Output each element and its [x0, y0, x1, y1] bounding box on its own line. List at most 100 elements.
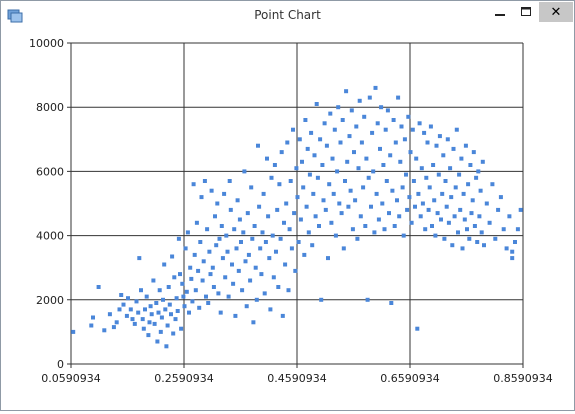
- data-point: [310, 243, 315, 248]
- data-point: [460, 246, 465, 251]
- data-point: [311, 191, 316, 196]
- minimize-button[interactable]: [487, 2, 513, 22]
- data-point: [178, 272, 182, 277]
- data-point: [426, 207, 431, 212]
- data-point: [518, 207, 523, 212]
- y-tick-label: 10000: [29, 37, 64, 50]
- data-point: [272, 163, 277, 167]
- data-point: [468, 163, 473, 167]
- data-point: [188, 265, 193, 270]
- data-point: [399, 124, 404, 129]
- data-point: [176, 236, 181, 241]
- data-point: [295, 195, 300, 200]
- data-point: [209, 188, 214, 193]
- data-point: [262, 291, 267, 296]
- title-bar[interactable]: Point Chart ✕: [1, 1, 574, 31]
- data-point: [181, 294, 186, 299]
- data-point: [189, 276, 194, 281]
- data-point: [218, 310, 223, 315]
- data-point: [445, 137, 450, 142]
- data-point: [164, 344, 169, 349]
- data-point: [498, 195, 503, 200]
- data-point: [306, 230, 311, 235]
- data-point: [137, 256, 142, 261]
- data-point: [477, 214, 482, 219]
- data-point: [162, 262, 167, 267]
- data-point: [288, 179, 293, 183]
- data-point: [352, 150, 356, 155]
- data-point: [207, 249, 212, 254]
- data-point: [335, 169, 340, 174]
- close-button[interactable]: ✕: [539, 2, 573, 22]
- data-point: [300, 159, 304, 164]
- data-point: [151, 278, 156, 283]
- data-point: [139, 288, 143, 293]
- data-point: [152, 321, 157, 326]
- data-point: [326, 256, 330, 261]
- data-point: [422, 130, 427, 135]
- data-point: [442, 236, 447, 241]
- data-point: [91, 315, 95, 320]
- data-point: [385, 108, 390, 113]
- data-point: [317, 224, 321, 228]
- data-point: [261, 191, 266, 196]
- data-point: [242, 169, 247, 174]
- data-point: [114, 320, 119, 325]
- data-point: [217, 236, 222, 241]
- data-point: [425, 140, 430, 145]
- maximize-button[interactable]: [513, 2, 539, 22]
- data-point: [126, 296, 130, 301]
- data-point: [130, 317, 135, 322]
- data-point: [383, 127, 388, 132]
- data-point: [309, 130, 314, 135]
- data-point: [239, 240, 243, 244]
- x-axis-labels: 0.0590934 0.2590934 0.4590934 0.6590934 0.85…: [41, 372, 553, 385]
- data-point: [333, 233, 338, 238]
- data-point: [278, 236, 283, 241]
- data-point: [479, 230, 484, 235]
- data-point: [343, 179, 347, 183]
- data-point: [208, 272, 213, 277]
- data-point: [451, 146, 456, 151]
- data-point: [484, 201, 489, 206]
- data-point: [157, 288, 162, 293]
- data-point: [448, 166, 453, 171]
- data-point: [241, 230, 246, 235]
- data-point: [390, 188, 395, 193]
- data-point: [400, 185, 405, 190]
- data-point: [329, 220, 334, 225]
- data-point: [172, 275, 177, 280]
- data-point: [282, 220, 286, 225]
- data-point: [396, 95, 401, 100]
- data-point: [183, 246, 188, 251]
- data-point: [161, 297, 165, 302]
- data-point: [459, 156, 464, 161]
- x-tick-label: 0.2590934: [154, 372, 214, 385]
- data-point: [231, 281, 236, 286]
- data-point: [361, 185, 366, 190]
- data-point: [232, 227, 237, 232]
- data-point: [197, 305, 202, 310]
- data-point: [277, 182, 282, 187]
- data-point: [467, 236, 472, 241]
- data-point: [374, 191, 379, 196]
- data-point: [346, 204, 351, 209]
- data-point: [380, 201, 385, 206]
- data-point: [210, 265, 215, 270]
- data-point: [253, 265, 258, 270]
- data-point: [257, 204, 262, 209]
- y-tick-label: 4000: [36, 230, 64, 243]
- data-point: [158, 329, 163, 334]
- data-point: [173, 317, 178, 322]
- data-point: [265, 156, 269, 161]
- data-point: [312, 153, 317, 158]
- data-point: [398, 159, 403, 164]
- data-point: [220, 256, 225, 261]
- data-point: [433, 233, 438, 238]
- data-point: [440, 191, 445, 196]
- close-icon: ✕: [550, 4, 562, 20]
- data-point: [147, 320, 152, 325]
- data-point: [280, 313, 285, 318]
- data-point: [154, 301, 159, 305]
- data-point: [513, 240, 517, 244]
